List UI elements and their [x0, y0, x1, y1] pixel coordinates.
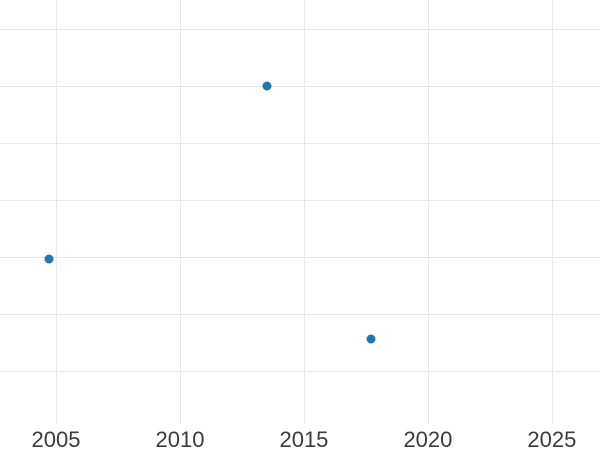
x-tick-label: 2025 — [527, 427, 577, 450]
x-tick-label: 2010 — [155, 427, 205, 450]
gridline-horizontal — [0, 200, 600, 201]
gridline-vertical — [428, 0, 429, 424]
gridline-vertical — [552, 0, 553, 424]
data-point — [366, 334, 376, 344]
gridline-vertical — [56, 0, 57, 424]
gridline-horizontal — [0, 371, 600, 372]
data-point — [262, 81, 272, 91]
gridline-horizontal — [0, 29, 600, 30]
gridline-horizontal — [0, 143, 600, 144]
data-point — [44, 254, 54, 264]
gridline-vertical — [180, 0, 181, 424]
x-tick-label: 2015 — [279, 427, 329, 450]
gridline-horizontal — [0, 86, 600, 87]
gridline-vertical — [304, 0, 305, 424]
gridline-horizontal — [0, 257, 600, 258]
gridline-horizontal — [0, 314, 600, 315]
x-tick-label: 2020 — [403, 427, 453, 450]
x-tick-label: 2005 — [31, 427, 81, 450]
